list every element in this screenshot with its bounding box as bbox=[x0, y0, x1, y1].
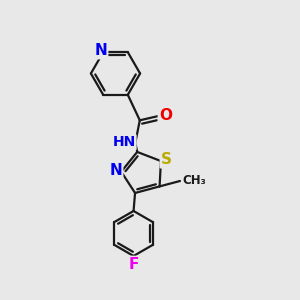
Text: HN: HN bbox=[112, 135, 136, 149]
Text: S: S bbox=[161, 152, 172, 167]
Text: N: N bbox=[94, 43, 107, 58]
Text: O: O bbox=[159, 108, 172, 123]
Text: N: N bbox=[110, 163, 122, 178]
Text: CH₃: CH₃ bbox=[182, 174, 206, 187]
Text: F: F bbox=[128, 257, 139, 272]
